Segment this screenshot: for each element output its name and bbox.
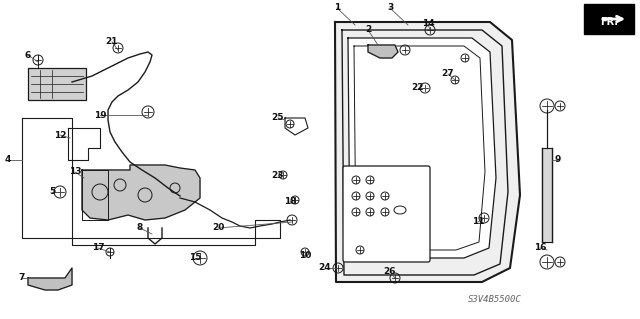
Text: 17: 17 (92, 243, 104, 253)
Text: 26: 26 (384, 268, 396, 277)
Polygon shape (82, 165, 200, 220)
Text: 24: 24 (319, 263, 332, 272)
FancyBboxPatch shape (343, 166, 430, 262)
Text: 5: 5 (49, 188, 55, 197)
Text: 3: 3 (387, 4, 393, 12)
Text: 21: 21 (106, 38, 118, 47)
Text: 6: 6 (25, 50, 31, 60)
Text: 11: 11 (472, 218, 484, 226)
Text: 12: 12 (54, 130, 67, 139)
Polygon shape (368, 45, 398, 58)
Text: 9: 9 (555, 155, 561, 165)
Text: 1: 1 (334, 4, 340, 12)
Text: 13: 13 (68, 167, 81, 176)
FancyBboxPatch shape (584, 4, 634, 34)
Text: S3V4B5500C: S3V4B5500C (468, 295, 522, 305)
Text: 22: 22 (412, 84, 424, 93)
Text: 2: 2 (365, 26, 371, 34)
Text: 10: 10 (299, 251, 311, 261)
Text: 7: 7 (19, 273, 25, 283)
Text: 23: 23 (272, 170, 284, 180)
Bar (28, 68, 86, 100)
Text: 20: 20 (212, 224, 224, 233)
Polygon shape (348, 38, 496, 258)
Text: 18: 18 (284, 197, 296, 206)
Polygon shape (28, 268, 72, 290)
Polygon shape (335, 22, 520, 282)
Text: 27: 27 (442, 70, 454, 78)
Text: 4: 4 (5, 155, 11, 165)
Text: 19: 19 (93, 110, 106, 120)
Text: 14: 14 (422, 19, 435, 28)
Text: 25: 25 (272, 114, 284, 122)
Text: 16: 16 (534, 243, 547, 253)
Text: 8: 8 (137, 224, 143, 233)
Text: 15: 15 (189, 254, 201, 263)
Text: FR.: FR. (600, 17, 618, 27)
